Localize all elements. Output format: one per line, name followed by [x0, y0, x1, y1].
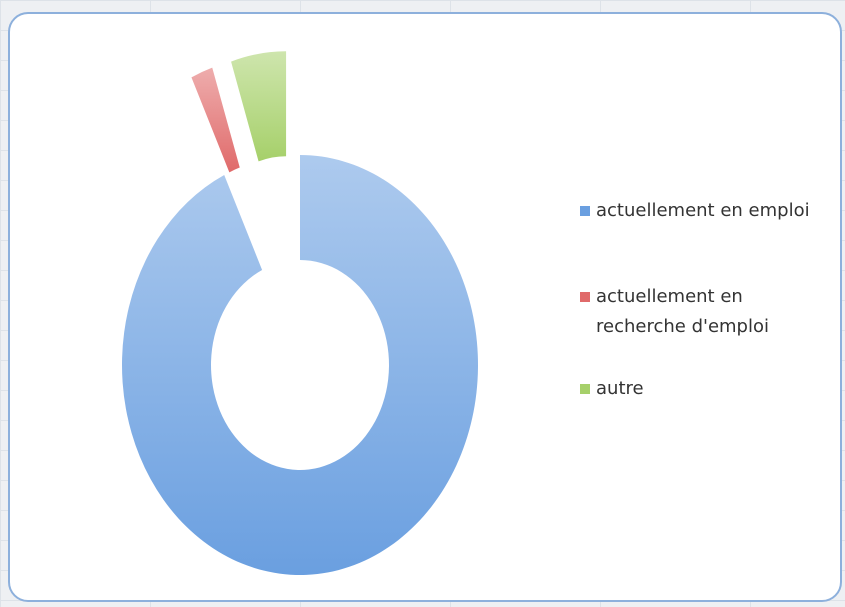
legend-swatch [580, 384, 590, 394]
legend-label: autre [596, 378, 644, 399]
donut-segment [231, 51, 287, 162]
legend-label: actuellement en emploi [596, 200, 810, 221]
legend-item: actuellement en emploi [580, 196, 831, 226]
legend-swatch [580, 292, 590, 302]
donut-segment [191, 67, 240, 173]
legend-item: actuellement en recherche d'emploi [580, 282, 831, 342]
legend-item: autre [580, 374, 831, 404]
legend-label: actuellement en recherche d'emploi [596, 286, 769, 337]
legend-swatch [580, 206, 590, 216]
donut-segment [121, 155, 478, 576]
